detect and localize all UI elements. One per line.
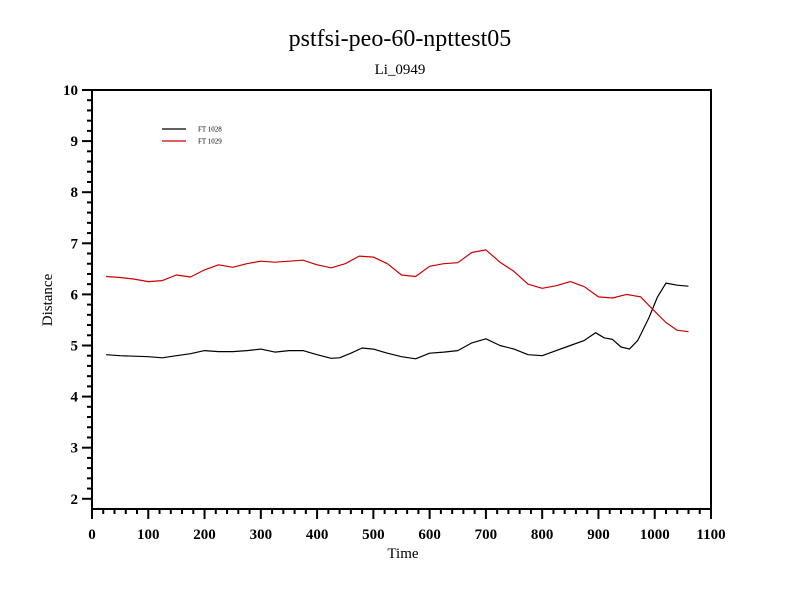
- axis-ticks: 0 100 200 300 400 500 600 700 800 900 1000 1100 2 3 4 5…: [63, 83, 726, 543]
- x-tick-label: 400: [306, 527, 329, 543]
- y-tick-label: 4: [71, 390, 79, 406]
- x-tick-label: 800: [531, 527, 554, 543]
- y-tick-label: 9: [71, 134, 79, 150]
- y-tick-label: 8: [71, 185, 79, 201]
- legend: FT 1028 FT 1029: [162, 126, 222, 146]
- legend-label: FT 1028: [198, 126, 222, 134]
- x-tick-label: 1000: [640, 527, 670, 543]
- y-tick-label: 5: [71, 338, 79, 354]
- x-tick-label: 200: [193, 527, 216, 543]
- x-tick-label: 900: [587, 527, 610, 543]
- x-tick-label: 700: [475, 527, 498, 543]
- y-tick-label: 2: [71, 492, 79, 508]
- series-line-1: [106, 282, 689, 360]
- x-axis-label: Time: [387, 546, 418, 562]
- legend-label: FT 1029: [198, 138, 222, 146]
- y-axis-label: Distance: [40, 273, 56, 326]
- y-tick-label: 3: [71, 441, 79, 457]
- series-layer: [106, 249, 689, 360]
- series-line-2: [106, 249, 689, 333]
- chart-title: pstfsi-peo-60-npttest05: [288, 26, 512, 52]
- chart-subtitle: Li_0949: [374, 62, 426, 78]
- y-tick-label: 6: [71, 287, 79, 303]
- x-tick-label: 600: [418, 527, 441, 543]
- x-tick-label: 500: [362, 527, 385, 543]
- x-tick-label: 1100: [696, 527, 725, 543]
- plot-frame: [91, 89, 712, 510]
- y-tick-label: 7: [71, 236, 79, 252]
- y-tick-label: 10: [63, 83, 78, 99]
- x-tick-label: 300: [250, 527, 273, 543]
- x-tick-label: 100: [137, 527, 160, 543]
- x-tick-label: 0: [88, 527, 96, 543]
